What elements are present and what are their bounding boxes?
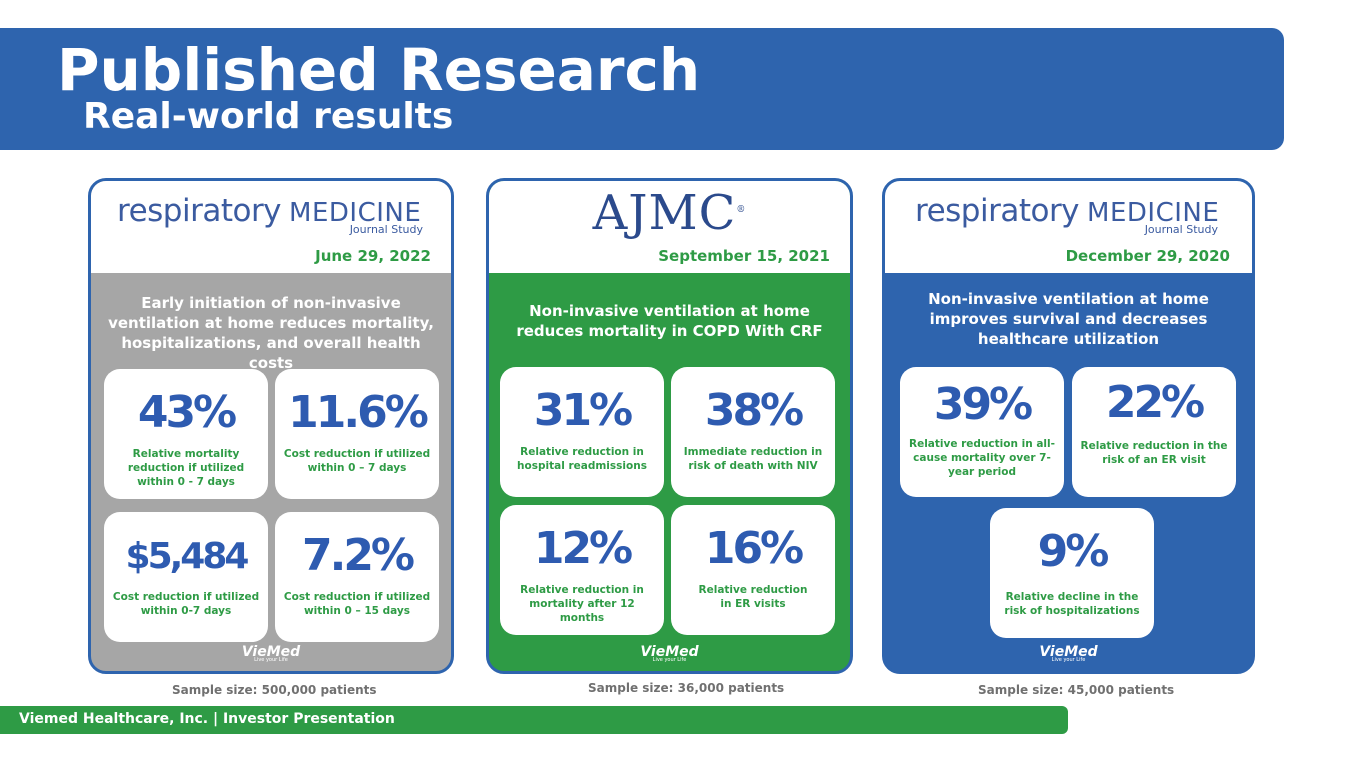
viemed-logo: VieMed Live your Life [1039, 644, 1098, 663]
stat-card: 39% Relative reduction in all-cause mort… [900, 367, 1064, 497]
stat-card: 43% Relative mortality reduction if util… [104, 369, 268, 499]
stat-card: $5,484 Cost reduction if utilized within… [104, 512, 268, 642]
sample-size: Sample size: 36,000 patients [588, 681, 785, 695]
sample-size: Sample size: 500,000 patients [172, 683, 377, 697]
stat-value: 12% [533, 523, 633, 574]
stat-card: 7.2% Cost reduction if utilized within 0… [275, 512, 439, 642]
stat-value: 11.6% [288, 387, 429, 438]
stat-value: $5,484 [125, 536, 250, 577]
stat-card: 38% Immediate reduction in risk of death… [671, 367, 835, 497]
stat-value: 22% [1105, 377, 1205, 428]
study-date: September 15, 2021 [658, 247, 830, 265]
study-panel-2020: respiratory MEDICINE Journal Study Decemb… [882, 178, 1255, 674]
journal-logo: respiratory MEDICINE [915, 193, 1220, 229]
stat-card: 31% Relative reduction in hospital readm… [500, 367, 664, 497]
stat-description: Relative reduction in ER visits [698, 584, 808, 610]
stat-description: Relative reduction in the risk of an ER … [1080, 440, 1228, 466]
stat-description: Relative reduction in mortality after 12… [520, 584, 644, 624]
stat-value: 31% [533, 385, 633, 436]
page-title: Published Research [57, 36, 701, 104]
journal-label: Journal Study [1144, 223, 1218, 236]
stat-value: 43% [137, 387, 237, 438]
stat-card: 12% Relative reduction in mortality afte… [500, 505, 664, 635]
stat-card: 11.6% Cost reduction if utilized within … [275, 369, 439, 499]
stat-description: Cost reduction if utilized within 0-7 da… [112, 591, 260, 617]
header-band [0, 28, 1284, 150]
study-date: December 29, 2020 [1065, 247, 1230, 265]
stat-card: 22% Relative reduction in the risk of an… [1072, 367, 1236, 497]
journal-logo: AJMC® [592, 185, 747, 241]
study-summary: Early initiation of non-invasive ventila… [108, 294, 434, 372]
stat-value: 39% [933, 379, 1033, 430]
stat-description: Cost reduction if utilized within 0 – 7 … [283, 448, 431, 474]
stat-value: 9% [1037, 526, 1110, 577]
study-summary: Non-invasive ventilation at home improve… [928, 290, 1209, 348]
footer-band: Viemed Healthcare, Inc. | Investor Prese… [0, 706, 1068, 734]
study-panel-2022: respiratory MEDICINE Journal Study June 2… [88, 178, 454, 674]
panel-header: AJMC® September 15, 2021 [489, 181, 850, 273]
viemed-logo: VieMed Live your Life [640, 644, 699, 663]
journal-label: Journal Study [349, 223, 423, 236]
study-panel-2021: AJMC® September 15, 2021 Non-invasive ve… [486, 178, 853, 674]
stat-description: Relative mortality reduction if utilized… [127, 448, 245, 488]
stat-description: Relative reduction in hospital readmissi… [517, 446, 647, 472]
stat-value: 7.2% [301, 530, 415, 581]
stat-description: Cost reduction if utilized within 0 – 15… [283, 591, 431, 617]
study-date: June 29, 2022 [315, 247, 431, 265]
panel-header: respiratory MEDICINE Journal Study June 2… [91, 181, 451, 273]
stat-description: Relative reduction in all-cause mortalit… [909, 438, 1055, 478]
journal-logo: respiratory MEDICINE [117, 193, 422, 229]
stat-card: 16% Relative reduction in ER visits [671, 505, 835, 635]
stat-value: 16% [704, 523, 804, 574]
study-summary: Non-invasive ventilation at home reduces… [516, 302, 823, 340]
sample-size: Sample size: 45,000 patients [978, 683, 1175, 697]
panel-header: respiratory MEDICINE Journal Study Decemb… [885, 181, 1252, 273]
stat-description: Relative decline in the risk of hospital… [1004, 591, 1140, 617]
footer-text: Viemed Healthcare, Inc. | Investor Prese… [19, 711, 395, 727]
page-subtitle: Real-world results [83, 96, 454, 137]
stat-value: 38% [704, 385, 804, 436]
stat-description: Immediate reduction in risk of death wit… [683, 446, 823, 472]
viemed-logo: VieMed Live your Life [241, 644, 301, 663]
stat-card: 9% Relative decline in the risk of hospi… [990, 508, 1154, 638]
